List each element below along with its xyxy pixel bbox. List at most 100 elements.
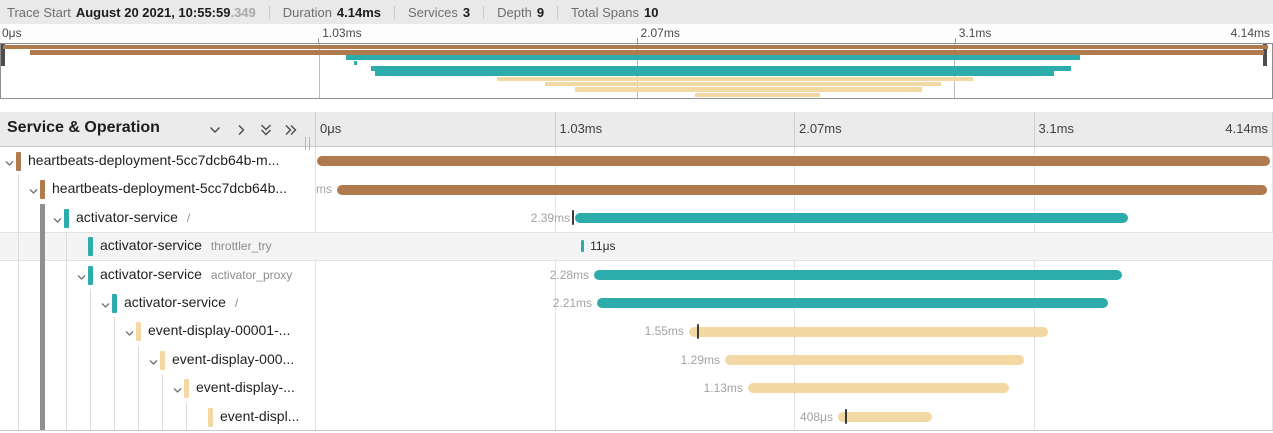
span-row[interactable]: activator-service throttler_try 11μs — [0, 232, 1273, 261]
trace-start-fraction: .349 — [230, 4, 256, 20]
chevron-down-icon[interactable] — [76, 270, 87, 281]
gantt-gridline — [554, 112, 556, 147]
services-label: Services — [408, 4, 458, 20]
service-name: event-display-... — [196, 379, 295, 396]
span-bar[interactable] — [581, 240, 585, 253]
span-color-block — [88, 237, 93, 257]
divider — [557, 5, 559, 19]
table-header: Service & Operation 0μs 1.03ms 2.07ms 3.1ms… — [0, 112, 1273, 147]
span-gantt-cell: 2.28ms — [315, 261, 1273, 289]
span-bar[interactable] — [688, 326, 1048, 337]
span-name-cell[interactable]: activator-service / — [0, 289, 315, 317]
span-bar[interactable] — [316, 156, 1271, 167]
minimap-span-bar — [545, 81, 942, 87]
span-row[interactable]: event-display-... 1.13ms — [0, 374, 1273, 402]
span-bar[interactable] — [594, 269, 1122, 280]
depth-value: 9 — [536, 4, 545, 20]
chevron-down-icon[interactable] — [172, 383, 183, 394]
chevron-right-icon[interactable] — [233, 122, 249, 138]
service-name: activator-service / — [76, 208, 191, 225]
gantt-gridline — [1033, 147, 1035, 430]
gantt-tick-label: 0μs — [320, 121, 342, 136]
span-color-block — [112, 294, 117, 313]
span-log-marker[interactable] — [572, 210, 574, 226]
minimap-span-bar — [371, 66, 1072, 71]
minimap-right-handle[interactable] — [1263, 44, 1267, 66]
chevron-down-icon[interactable] — [100, 298, 111, 309]
span-bar[interactable] — [725, 354, 1024, 365]
double-chevron-right-icon[interactable] — [283, 122, 299, 138]
span-log-marker[interactable] — [696, 323, 699, 339]
span-row[interactable]: activator-service/ 2.39ms — [0, 204, 1273, 232]
span-row[interactable]: event-display-000... 1.29ms — [0, 346, 1273, 374]
minimap-gridline — [318, 44, 320, 98]
total-spans-value: 10 — [643, 4, 659, 20]
gantt-tick-label: 2.07ms — [799, 121, 842, 136]
chevron-down-icon[interactable] — [52, 213, 63, 224]
column-resizer-grip[interactable] — [304, 137, 311, 150]
span-log-marker[interactable] — [845, 409, 848, 425]
gantt-gridline — [554, 147, 556, 430]
span-gantt-cell: 1.55ms — [315, 317, 1273, 345]
span-row[interactable]: heartbeats-deployment-5cc7dcb64b-m... — [0, 147, 1273, 175]
span-row[interactable]: event-display-00001-... 1.55ms — [0, 317, 1273, 345]
chevron-down-icon[interactable] — [28, 184, 39, 195]
span-bar[interactable] — [575, 212, 1129, 223]
operation-name: / — [186, 210, 191, 225]
span-bar[interactable] — [837, 411, 933, 422]
span-name-cell[interactable]: event-display-00001-... — [0, 317, 315, 345]
span-gantt-cell: 2.21ms — [315, 289, 1273, 317]
service-name: heartbeats-deployment-5cc7dcb64b... — [52, 180, 288, 197]
gantt-tick-label: 3.1ms — [1038, 121, 1074, 136]
trace-minimap[interactable] — [0, 43, 1273, 99]
span-name-cell[interactable]: activator-service activator_proxy — [0, 261, 315, 289]
span-duration-label: 11μs — [590, 239, 616, 254]
chevron-down-icon[interactable] — [207, 122, 223, 138]
operation-name: activator_proxy — [210, 267, 293, 282]
trace-start-label: Trace Start — [7, 4, 71, 20]
span-name-cell[interactable]: activator-service throttler_try — [0, 232, 315, 260]
service-operation-header: Service & Operation — [7, 119, 160, 136]
double-chevron-down-icon[interactable] — [258, 122, 274, 138]
minimap-left-handle[interactable] — [1, 44, 5, 66]
ruler-tick-label: 2.07ms — [640, 26, 680, 40]
ruler-tick-mark — [954, 38, 956, 43]
span-name-cell[interactable]: heartbeats-deployment-5cc7dcb64b... — [0, 175, 315, 203]
span-name-cell[interactable]: activator-service / — [0, 204, 315, 232]
gantt-gridline — [794, 112, 795, 147]
span-row[interactable]: event-displ... 408μs — [0, 403, 1273, 430]
minimap-span-bar — [30, 50, 1265, 55]
span-name-cell[interactable]: heartbeats-deployment-5cc7dcb64b-m... — [0, 147, 315, 175]
span-duration-label: 2.39ms — [530, 210, 571, 225]
service-name: event-displ... — [220, 407, 300, 424]
span-duration-label: 4ms — [315, 182, 332, 197]
duration-value: 4.14ms — [336, 4, 382, 20]
span-name-cell[interactable]: event-display-000... — [0, 346, 315, 374]
chevron-down-icon[interactable] — [124, 326, 135, 337]
span-row[interactable]: activator-service/ 2.21ms — [0, 289, 1273, 317]
chevron-down-icon[interactable] — [4, 156, 15, 167]
span-name-cell[interactable]: event-display-... — [0, 374, 315, 402]
operation-name: / — [234, 296, 239, 310]
span-gantt-cell: 2.39ms — [315, 204, 1273, 232]
span-row[interactable]: heartbeats-deployment-5cc7dcb64b... 4ms — [0, 175, 1273, 203]
span-bar[interactable] — [747, 383, 1010, 394]
span-color-block — [40, 180, 45, 200]
span-bar[interactable] — [336, 184, 1268, 195]
table-body: heartbeats-deployment-5cc7dcb64b-m... he… — [0, 147, 1273, 431]
span-duration-label: 2.28ms — [549, 267, 590, 282]
duration-label: Duration — [282, 4, 332, 20]
minimap-span-bar — [375, 71, 1054, 76]
span-gantt-cell: 1.13ms — [315, 374, 1273, 402]
ruler-tick-mark — [318, 38, 320, 43]
span-row[interactable]: activator-service activator_proxy 2.28ms — [0, 261, 1273, 289]
span-name-cell[interactable]: event-displ... — [0, 403, 315, 430]
ruler-tick-label: 0μs — [2, 26, 22, 40]
gantt-tick-label: 4.14ms — [1225, 121, 1268, 136]
span-gantt-cell — [315, 147, 1273, 175]
chevron-down-icon[interactable] — [148, 355, 159, 366]
span-bar[interactable] — [597, 298, 1109, 309]
ruler-tick-label: 1.03ms — [322, 26, 362, 40]
span-gantt-cell: 4ms — [315, 175, 1273, 203]
